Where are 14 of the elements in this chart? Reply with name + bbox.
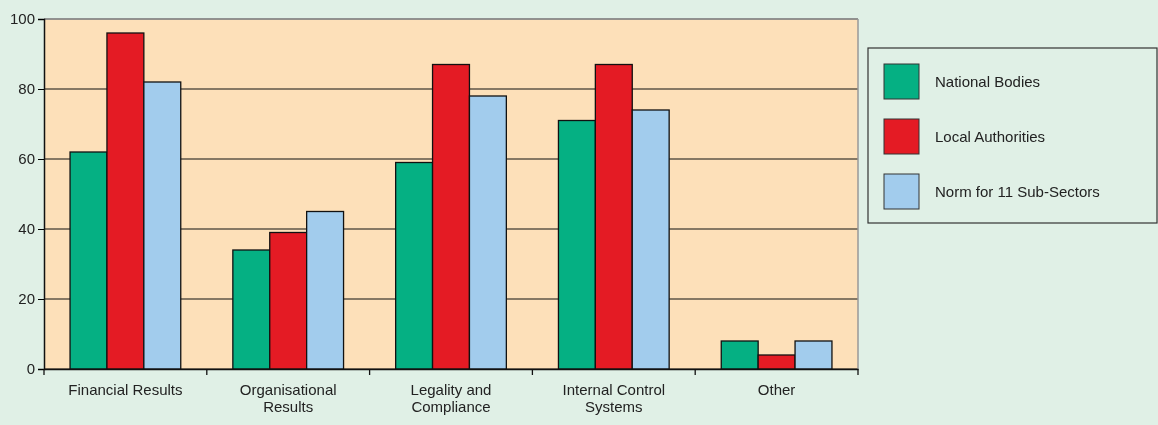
y-tick-label: 20 xyxy=(18,290,35,308)
y-tick-label: 80 xyxy=(18,80,35,98)
y-tick-label: 60 xyxy=(18,150,35,168)
y-tick-label: 0 xyxy=(26,360,35,378)
y-tick-label: 100 xyxy=(9,10,35,28)
x-tick-label: Internal Control Systems xyxy=(562,381,666,415)
legend-label: National Bodies xyxy=(935,73,1041,90)
y-tick-label: 40 xyxy=(18,220,35,238)
x-tick-label: Organisational Results xyxy=(239,381,337,415)
x-tick-label: Other xyxy=(757,381,796,398)
x-tick-label: Financial Results xyxy=(68,381,183,398)
legend-label: Norm for 11 Sub-Sectors xyxy=(935,183,1100,200)
x-tick-label: Legality and Compliance xyxy=(410,381,492,415)
legend-label: Local Authorities xyxy=(935,128,1046,145)
